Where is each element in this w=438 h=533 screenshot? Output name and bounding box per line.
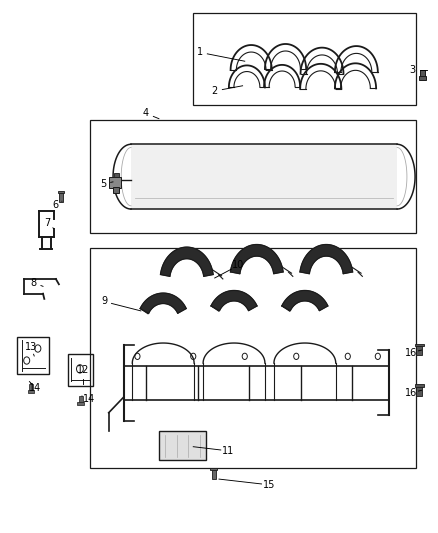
Text: 14: 14 bbox=[83, 394, 95, 403]
Bar bbox=[90, 248, 417, 467]
Bar bbox=[420, 70, 424, 77]
Text: 8: 8 bbox=[31, 278, 37, 288]
Bar bbox=[68, 354, 93, 385]
Text: 9: 9 bbox=[101, 296, 107, 306]
Text: 11: 11 bbox=[223, 446, 235, 456]
Bar bbox=[419, 76, 426, 79]
Bar bbox=[212, 470, 216, 479]
Bar bbox=[159, 431, 206, 460]
Polygon shape bbox=[230, 245, 283, 273]
Bar bbox=[210, 467, 217, 470]
Text: 16: 16 bbox=[405, 388, 417, 398]
Polygon shape bbox=[160, 247, 213, 276]
Bar bbox=[90, 120, 417, 232]
Bar bbox=[415, 384, 424, 386]
Bar bbox=[109, 177, 121, 188]
Bar bbox=[17, 337, 49, 374]
Text: 1: 1 bbox=[197, 47, 203, 58]
Text: 7: 7 bbox=[44, 218, 50, 228]
Text: 4: 4 bbox=[143, 108, 149, 118]
Bar bbox=[28, 390, 35, 393]
Bar bbox=[114, 173, 119, 177]
Text: 10: 10 bbox=[232, 261, 244, 270]
Text: 3: 3 bbox=[409, 65, 415, 75]
Bar bbox=[417, 346, 423, 356]
Bar bbox=[59, 193, 63, 202]
Bar bbox=[417, 386, 423, 395]
Bar bbox=[113, 187, 120, 193]
Bar bbox=[193, 13, 417, 104]
Text: 15: 15 bbox=[263, 480, 276, 490]
Bar bbox=[58, 191, 64, 193]
Text: 14: 14 bbox=[29, 383, 42, 393]
Text: 16: 16 bbox=[405, 348, 417, 358]
Text: 12: 12 bbox=[77, 365, 89, 375]
Bar bbox=[79, 395, 83, 403]
Polygon shape bbox=[140, 293, 186, 313]
Text: 6: 6 bbox=[52, 200, 58, 211]
Text: 2: 2 bbox=[212, 86, 218, 96]
Bar bbox=[78, 402, 84, 405]
Polygon shape bbox=[211, 290, 257, 311]
Bar bbox=[131, 144, 397, 209]
Bar bbox=[29, 384, 33, 391]
Text: 13: 13 bbox=[25, 343, 37, 352]
Polygon shape bbox=[300, 245, 353, 273]
Text: 5: 5 bbox=[100, 179, 106, 189]
Bar bbox=[415, 344, 424, 346]
Polygon shape bbox=[282, 290, 328, 311]
